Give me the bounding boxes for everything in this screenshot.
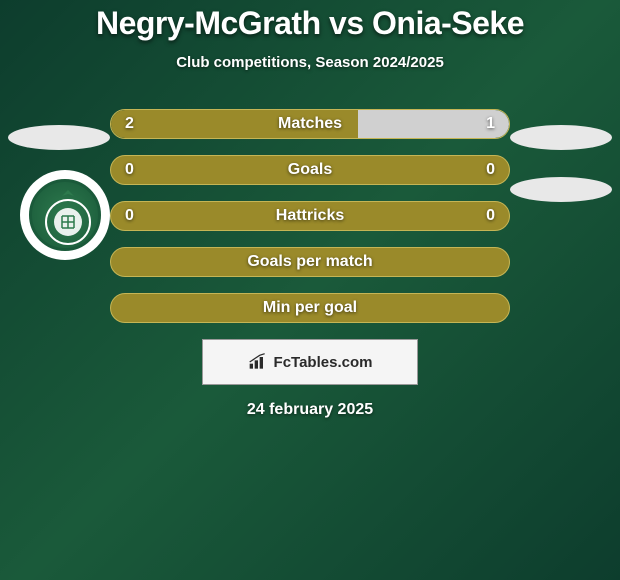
stat-label: Goals — [288, 161, 332, 179]
stat-value-right: 0 — [486, 161, 495, 179]
stat-label: Goals per match — [247, 253, 372, 271]
main-container: Negry-McGrath vs Onia-Seke Club competit… — [0, 0, 620, 419]
page-title: Negry-McGrath vs Onia-Seke — [0, 5, 620, 42]
stat-row-goals-per-match: Goals per match — [110, 247, 510, 277]
stat-value-left: 2 — [125, 115, 134, 133]
stat-value-left: 0 — [125, 161, 134, 179]
stat-value-right: 0 — [486, 207, 495, 225]
chart-icon — [248, 353, 268, 371]
stat-label: Hattricks — [276, 207, 344, 225]
stat-value-left: 0 — [125, 207, 134, 225]
stat-value-right: 1 — [486, 115, 495, 133]
stat-label: Matches — [278, 115, 342, 133]
stat-label: Min per goal — [263, 299, 357, 317]
stat-row-hattricks: 0 Hattricks 0 — [110, 201, 510, 231]
page-subtitle: Club competitions, Season 2024/2025 — [0, 54, 620, 71]
stat-row-goals: 0 Goals 0 — [110, 155, 510, 185]
stat-row-matches: 2 Matches 1 — [110, 109, 510, 139]
date-text: 24 february 2025 — [0, 401, 620, 419]
stats-area: 2 Matches 1 0 Goals 0 0 Hattricks 0 Goal… — [0, 109, 620, 323]
watermark[interactable]: FcTables.com — [202, 339, 418, 385]
stat-row-min-per-goal: Min per goal — [110, 293, 510, 323]
watermark-text: FcTables.com — [274, 354, 373, 371]
